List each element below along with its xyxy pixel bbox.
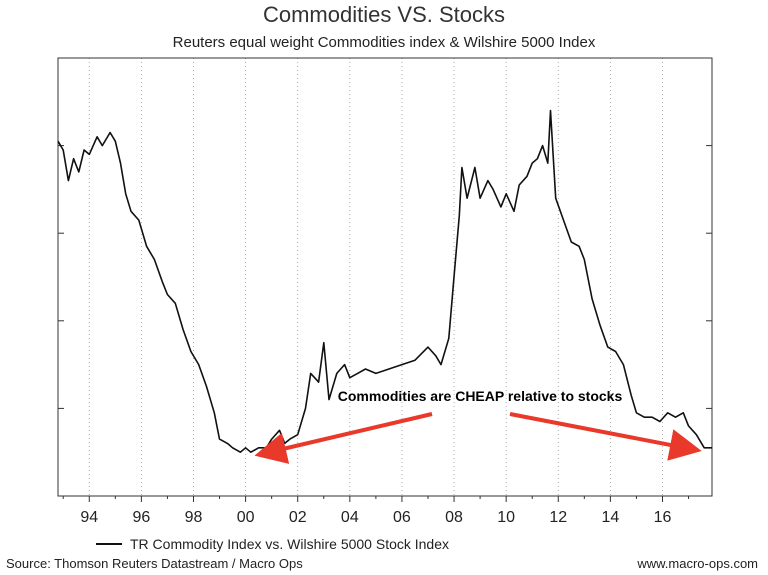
x-tick-label: 96 xyxy=(132,509,150,526)
x-tick-label: 00 xyxy=(237,509,255,526)
x-tick-label: 98 xyxy=(185,509,203,526)
source-note: Source: Thomson Reuters Datastream / Mac… xyxy=(6,556,303,571)
legend-line-swatch xyxy=(96,543,122,545)
x-tick-label: 06 xyxy=(393,509,411,526)
x-tick-label: 94 xyxy=(80,509,98,526)
grid xyxy=(88,58,663,496)
chart-title: Commodities VS. Stocks xyxy=(262,2,506,27)
website-link[interactable]: www.macro-ops.com xyxy=(637,556,758,571)
annotation-arrow-left xyxy=(254,412,433,464)
chart-subtitle: Reuters equal weight Commodities index &… xyxy=(172,34,596,51)
plot-area-frame xyxy=(57,57,713,497)
x-tick-label: 04 xyxy=(341,509,359,526)
x-tick-label: 02 xyxy=(289,509,307,526)
x-tick-label: 14 xyxy=(601,509,619,526)
annotation-arrow-right xyxy=(509,412,702,461)
x-ticks: 94 96 98 00 02 04 06 08 10 12 14 16 xyxy=(62,496,690,526)
legend: TR Commodity Index vs. Wilshire 5000 Sto… xyxy=(96,536,449,552)
x-tick-label: 08 xyxy=(445,509,463,526)
annotation-text: Commodities are CHEAP relative to stocks xyxy=(338,388,623,404)
x-tick-label: 16 xyxy=(654,509,672,526)
y-ticks xyxy=(58,145,712,409)
x-tick-label: 12 xyxy=(549,509,567,526)
series-line-tr-commodity-vs-wilshire xyxy=(57,109,712,453)
x-tick-label: 10 xyxy=(497,509,515,526)
legend-label: TR Commodity Index vs. Wilshire 5000 Sto… xyxy=(130,536,450,552)
